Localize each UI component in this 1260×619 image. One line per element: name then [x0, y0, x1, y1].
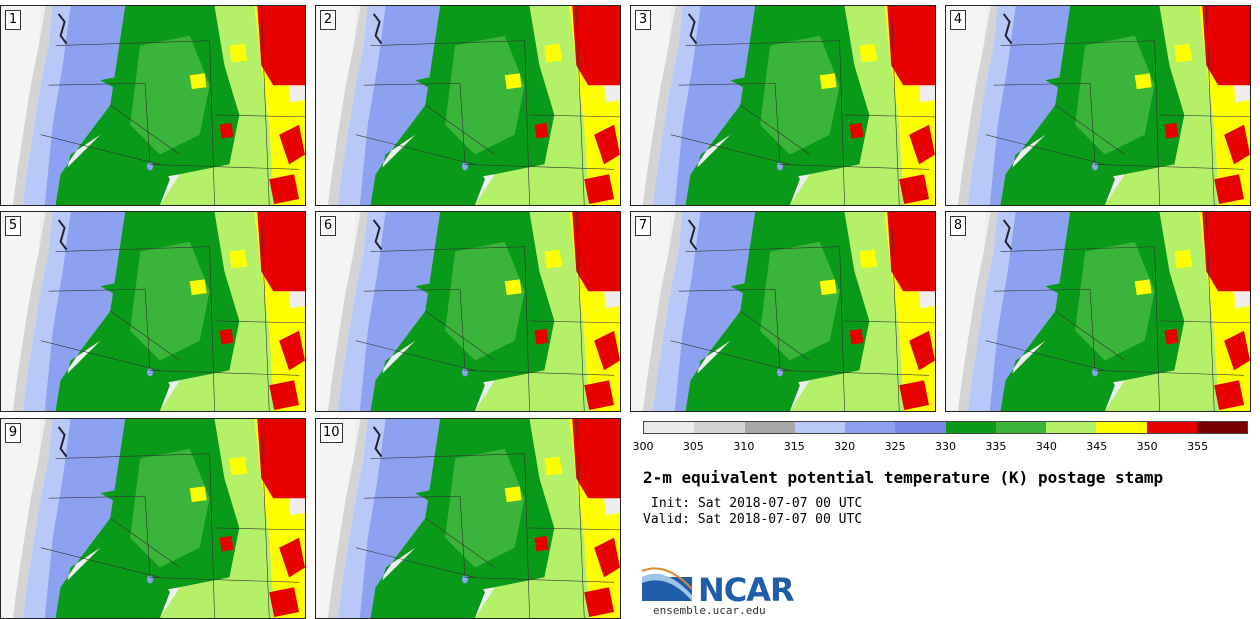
ensemble-member-map-9: 9	[0, 418, 306, 619]
colorbar-cell	[1196, 422, 1247, 433]
ncar-logo-icon	[642, 567, 693, 601]
ensemble-member-map-8: 8	[945, 211, 1251, 412]
site-url: ensemble.ucar.edu	[653, 604, 766, 617]
colorbar-cell	[644, 422, 695, 433]
ensemble-member-map-10: 10	[315, 418, 621, 619]
ensemble-member-map-2: 2	[315, 5, 621, 206]
member-label: 3	[635, 10, 651, 30]
valid-time: Valid: Sat 2018-07-07 00 UTC	[643, 512, 863, 527]
member-label: 7	[635, 216, 651, 236]
member-label: 9	[5, 423, 21, 443]
ensemble-member-map-7: 7	[630, 211, 936, 412]
colorbar-tick-label: 350	[1136, 440, 1158, 453]
member-label: 8	[950, 216, 966, 236]
colorbar-tick-label: 315	[783, 440, 805, 453]
ensemble-member-map-4: 4	[945, 5, 1251, 206]
colorbar	[643, 421, 1248, 434]
colorbar-tick-label: 330	[935, 440, 956, 453]
member-label: 6	[320, 216, 336, 236]
colorbar-cell	[945, 422, 996, 433]
ensemble-member-map-1: 1	[0, 5, 306, 206]
member-label: 4	[950, 10, 966, 30]
ensemble-member-map-5: 5	[0, 211, 306, 412]
colorbar-tick-label: 320	[834, 440, 856, 453]
colorbar-tick-label: 345	[1086, 440, 1108, 453]
member-label: 1	[5, 10, 21, 30]
colorbar-tick-label: 305	[682, 440, 704, 453]
member-label: 2	[320, 10, 336, 30]
colorbar-tick-label: 325	[884, 440, 906, 453]
colorbar-tick-label: 300	[632, 440, 654, 453]
colorbar-cell	[1146, 422, 1197, 433]
colorbar-cell	[694, 422, 745, 433]
colorbar-cell	[1046, 422, 1097, 433]
ensemble-member-map-6: 6	[315, 211, 621, 412]
colorbar-tick-label: 335	[985, 440, 1007, 453]
colorbar-cell	[794, 422, 845, 433]
colorbar-cell	[995, 422, 1046, 433]
ensemble-member-map-3: 3	[630, 5, 936, 206]
colorbar-cell	[895, 422, 946, 433]
colorbar-cell	[1096, 422, 1147, 433]
member-label: 5	[5, 216, 21, 236]
colorbar-tick-label: 355	[1187, 440, 1209, 453]
logo-text: NCAR	[698, 571, 795, 609]
colorbar-tick-label: 310	[733, 440, 755, 453]
member-label: 10	[320, 423, 343, 443]
init-time: Init: Sat 2018-07-07 00 UTC	[651, 496, 863, 511]
colorbar-tick-label: 340	[1035, 440, 1057, 453]
colorbar-cell	[845, 422, 896, 433]
figure-title: 2-m equivalent potential temperature (K)…	[643, 468, 1164, 487]
colorbar-tick-labels: 300 305 310 315 320 325 330 335 340 345 350 355	[633, 440, 1248, 456]
colorbar-cell	[744, 422, 795, 433]
